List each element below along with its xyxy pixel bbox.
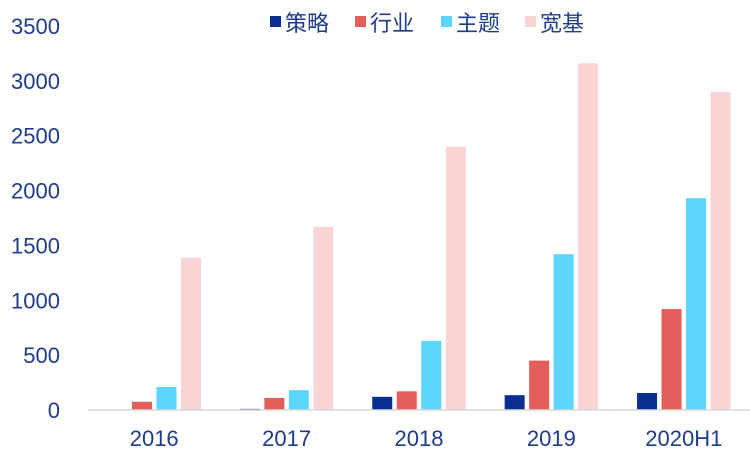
legend-swatch bbox=[270, 16, 281, 27]
bar-宽基-2020H1 bbox=[710, 91, 731, 410]
bar-宽基-2016 bbox=[180, 257, 201, 410]
bars bbox=[107, 63, 731, 410]
bar-行业-2020H1 bbox=[661, 309, 682, 410]
bar-行业-2019 bbox=[529, 360, 550, 410]
y-tick-label: 2500 bbox=[11, 124, 60, 149]
bar-主题-2020H1 bbox=[686, 198, 707, 410]
x-axis: 2016 2017 2018 2019 2020H1 bbox=[130, 426, 723, 451]
bar-策略-2018 bbox=[372, 396, 393, 410]
legend-label: 宽基 bbox=[540, 12, 584, 37]
x-tick-label: 2019 bbox=[527, 426, 576, 451]
bar-行业-2016 bbox=[131, 401, 152, 410]
x-tick-label: 2020H1 bbox=[645, 426, 722, 451]
y-tick-label: 3500 bbox=[11, 14, 60, 39]
bar-行业-2018 bbox=[396, 391, 417, 410]
bar-宽基-2017 bbox=[313, 226, 334, 410]
y-tick-label: 0 bbox=[48, 398, 60, 423]
x-tick-label: 2016 bbox=[130, 426, 179, 451]
bar-行业-2017 bbox=[264, 397, 285, 410]
y-tick-label: 1000 bbox=[11, 288, 60, 313]
legend-label: 行业 bbox=[370, 12, 414, 37]
legend-swatch bbox=[441, 16, 452, 27]
legend-label: 主题 bbox=[456, 12, 500, 37]
bar-主题-2019 bbox=[553, 254, 574, 410]
bar-主题-2016 bbox=[156, 386, 177, 410]
y-tick-label: 1500 bbox=[11, 233, 60, 258]
y-axis: 0 500 1000 1500 2000 2500 3000 3500 bbox=[11, 14, 60, 423]
legend-label: 策略 bbox=[285, 12, 329, 37]
y-tick-label: 500 bbox=[23, 343, 60, 368]
bar-策略-2019 bbox=[504, 395, 525, 410]
x-tick-label: 2017 bbox=[262, 426, 311, 451]
legend-swatch bbox=[525, 16, 536, 27]
bar-宽基-2018 bbox=[445, 146, 466, 410]
legend: 策略 行业 主题 宽基 bbox=[270, 12, 584, 37]
bar-策略-2020H1 bbox=[637, 392, 658, 410]
bar-主题-2017 bbox=[288, 390, 309, 410]
bar-主题-2018 bbox=[421, 340, 442, 410]
x-tick-label: 2018 bbox=[395, 426, 444, 451]
bar-宽基-2019 bbox=[578, 63, 599, 410]
legend-swatch bbox=[355, 16, 366, 27]
y-tick-label: 3000 bbox=[11, 69, 60, 94]
y-tick-label: 2000 bbox=[11, 179, 60, 204]
